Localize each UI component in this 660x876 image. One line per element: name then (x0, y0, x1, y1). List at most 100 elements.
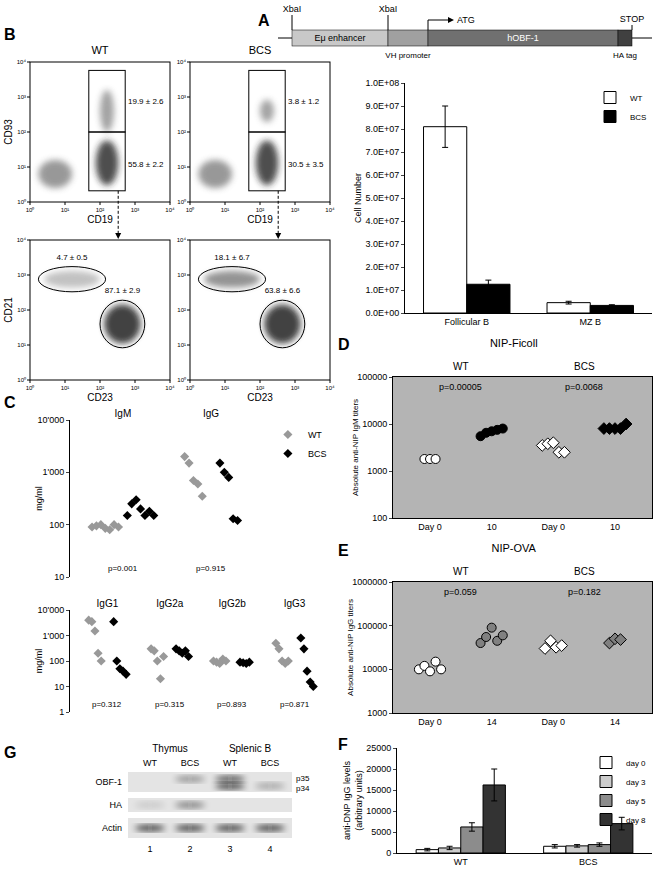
svg-text:10³: 10³ (177, 272, 186, 278)
svg-text:10³: 10³ (17, 94, 26, 100)
svg-text:1000000: 1000000 (352, 577, 387, 587)
svg-text:6.0E+07: 6.0E+07 (365, 170, 399, 180)
svg-text:100: 100 (49, 520, 64, 530)
svg-text:E: E (338, 542, 349, 559)
svg-text:100000: 100000 (357, 372, 387, 382)
svg-text:BCS: BCS (630, 113, 646, 122)
svg-text:3.8 ± 1.2: 3.8 ± 1.2 (288, 97, 320, 106)
svg-text:10⁰: 10⁰ (177, 376, 186, 383)
svg-text:IgG2a: IgG2a (156, 598, 184, 609)
svg-text:10¹: 10¹ (61, 385, 70, 391)
svg-text:NIP-OVA: NIP-OVA (492, 542, 537, 554)
svg-text:10²: 10² (177, 129, 186, 135)
svg-text:WT: WT (223, 758, 237, 768)
svg-text:10000: 10000 (362, 419, 387, 429)
svg-text:VH promoter: VH promoter (385, 51, 431, 60)
svg-text:100: 100 (49, 656, 64, 666)
svg-text:10¹: 10¹ (221, 385, 230, 391)
svg-text:WT: WT (308, 430, 322, 440)
svg-text:10³: 10³ (17, 272, 26, 278)
svg-text:Absolute anti-NIP IgG titers: Absolute anti-NIP IgG titers (346, 599, 355, 696)
svg-text:p=0.312: p=0.312 (92, 700, 122, 709)
svg-text:30.5 ± 3.5: 30.5 ± 3.5 (288, 160, 324, 169)
svg-text:D: D (338, 336, 350, 353)
svg-text:CD23: CD23 (87, 392, 113, 403)
svg-text:10⁰: 10⁰ (26, 206, 35, 213)
svg-text:10³: 10³ (177, 94, 186, 100)
svg-text:10000: 10000 (362, 664, 387, 674)
svg-text:20000: 20000 (366, 764, 391, 774)
svg-text:p34: p34 (296, 784, 310, 793)
svg-text:p=0.315: p=0.315 (155, 700, 185, 709)
svg-text:63.8 ± 6.6: 63.8 ± 6.6 (265, 286, 301, 295)
svg-text:10⁰: 10⁰ (17, 376, 26, 383)
svg-text:10⁴: 10⁴ (165, 207, 175, 213)
svg-text:10¹: 10¹ (17, 342, 26, 348)
svg-text:hOBF-1: hOBF-1 (507, 33, 539, 43)
svg-text:1'000: 1'000 (42, 467, 64, 477)
svg-text:1000: 1000 (367, 466, 387, 476)
svg-text:WT: WT (453, 361, 469, 372)
svg-text:1: 1 (59, 707, 64, 717)
svg-text:WT: WT (630, 94, 643, 103)
svg-text:7.0E+07: 7.0E+07 (365, 147, 399, 157)
svg-text:4.7 ± 0.5: 4.7 ± 0.5 (56, 253, 88, 262)
svg-text:p=0.00005: p=0.00005 (439, 382, 482, 392)
svg-text:10: 10 (54, 682, 64, 692)
svg-text:HA tag: HA tag (613, 51, 637, 60)
svg-text:Day 0: Day 0 (542, 522, 566, 532)
svg-text:p=0.915: p=0.915 (196, 564, 226, 573)
svg-text:BCS: BCS (579, 857, 598, 867)
svg-text:10¹: 10¹ (17, 164, 26, 170)
svg-text:BCS: BCS (308, 449, 327, 459)
svg-text:10³: 10³ (291, 207, 300, 213)
svg-text:10⁴: 10⁴ (177, 59, 187, 65)
svg-text:mg/ml: mg/ml (34, 486, 44, 511)
svg-text:10¹: 10¹ (61, 207, 70, 213)
svg-text:10⁴: 10⁴ (177, 237, 187, 243)
svg-text:14: 14 (487, 717, 497, 727)
svg-text:BCS: BCS (249, 44, 272, 56)
svg-text:Thymus: Thymus (152, 743, 188, 754)
svg-text:1.0E+07: 1.0E+07 (365, 285, 399, 295)
svg-text:8.0E+07: 8.0E+07 (365, 124, 399, 134)
svg-text:CD93: CD93 (3, 119, 14, 145)
svg-text:10: 10 (54, 572, 64, 582)
svg-text:A: A (258, 12, 270, 29)
svg-text:2: 2 (187, 844, 192, 854)
svg-text:10'000: 10'000 (37, 605, 64, 615)
svg-text:10¹: 10¹ (177, 164, 186, 170)
svg-text:Day 0: Day 0 (542, 717, 566, 727)
svg-text:XbaI: XbaI (283, 4, 302, 14)
svg-text:IgG3: IgG3 (284, 598, 306, 609)
svg-text:OBF-1: OBF-1 (95, 777, 122, 787)
svg-text:XbaI: XbaI (379, 4, 398, 14)
svg-text:14: 14 (610, 717, 620, 727)
svg-text:0: 0 (386, 848, 391, 858)
svg-text:BCS: BCS (574, 361, 595, 372)
svg-text:10000: 10000 (366, 806, 391, 816)
svg-text:10: 10 (487, 522, 497, 532)
svg-text:Day 0: Day 0 (418, 717, 442, 727)
svg-text:BCS: BCS (574, 566, 595, 577)
svg-text:p=0.001: p=0.001 (108, 564, 138, 573)
svg-text:CD19: CD19 (87, 214, 113, 225)
svg-text:Absolute anti-NIP IgM titers: Absolute anti-NIP IgM titers (351, 399, 360, 496)
svg-text:mg/ml: mg/ml (34, 649, 44, 674)
svg-text:100: 100 (372, 513, 387, 523)
svg-text:WT: WT (91, 44, 108, 56)
svg-text:Actin: Actin (102, 823, 122, 833)
svg-text:day 3: day 3 (626, 778, 646, 787)
svg-text:day 0: day 0 (626, 759, 646, 768)
svg-text:Day 0: Day 0 (418, 522, 442, 532)
svg-text:10⁴: 10⁴ (325, 385, 335, 391)
svg-text:10²: 10² (17, 307, 26, 313)
svg-text:NIP-Ficoll: NIP-Ficoll (490, 337, 538, 349)
svg-text:HA: HA (109, 800, 122, 810)
svg-text:10⁴: 10⁴ (165, 385, 175, 391)
svg-text:B: B (4, 26, 16, 43)
svg-text:4.0E+07: 4.0E+07 (365, 216, 399, 226)
svg-text:p35: p35 (296, 774, 310, 783)
svg-text:10³: 10³ (291, 385, 300, 391)
svg-text:IgM: IgM (115, 408, 132, 419)
